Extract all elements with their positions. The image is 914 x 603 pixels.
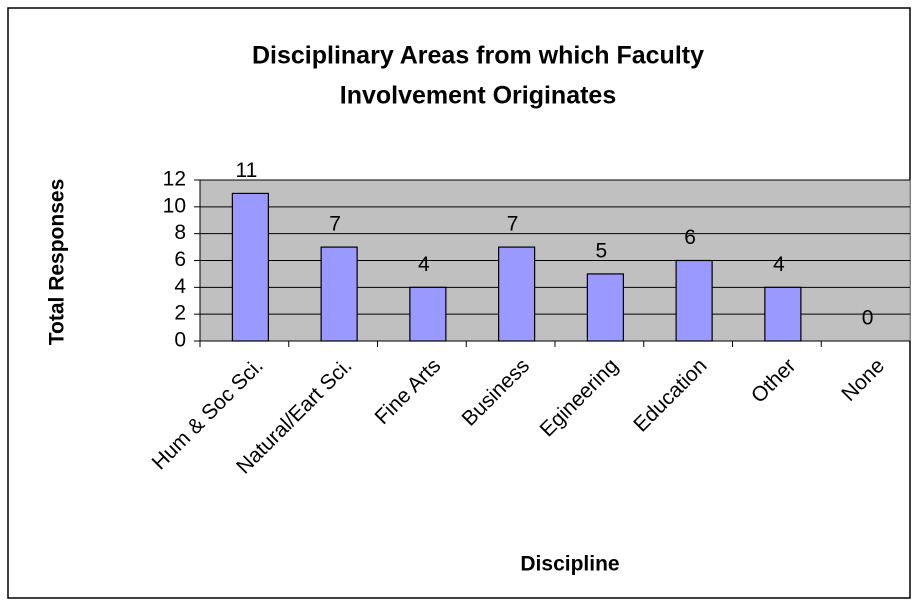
value-label: 4 [418, 253, 430, 276]
bar [498, 246, 536, 342]
y-tick-label: 10 [163, 194, 186, 217]
bar [764, 286, 802, 342]
y-tick-label: 8 [174, 221, 186, 244]
bar [320, 246, 358, 342]
value-label: 5 [596, 239, 608, 262]
y-axis-label: Total Responses [46, 179, 69, 345]
value-label: 7 [329, 213, 341, 236]
value-label: 11 [235, 159, 257, 182]
value-label: 4 [773, 253, 785, 276]
bar [586, 273, 624, 342]
bar [409, 286, 447, 342]
x-axis-label: Discipline [520, 553, 619, 576]
y-tick-label: 4 [174, 275, 186, 298]
value-label: 7 [507, 213, 519, 236]
value-label: 6 [684, 226, 696, 249]
y-tick-label: 6 [174, 248, 186, 271]
value-label: 0 [862, 307, 874, 330]
bar [675, 259, 713, 342]
y-tick-label: 12 [163, 168, 186, 191]
y-tick-label: 2 [174, 302, 186, 325]
bar [231, 192, 269, 342]
chart-title: Involvement Originates [340, 82, 616, 110]
chart-title: Disciplinary Areas from which Faculty [252, 42, 704, 70]
y-tick-label: 0 [174, 329, 186, 352]
